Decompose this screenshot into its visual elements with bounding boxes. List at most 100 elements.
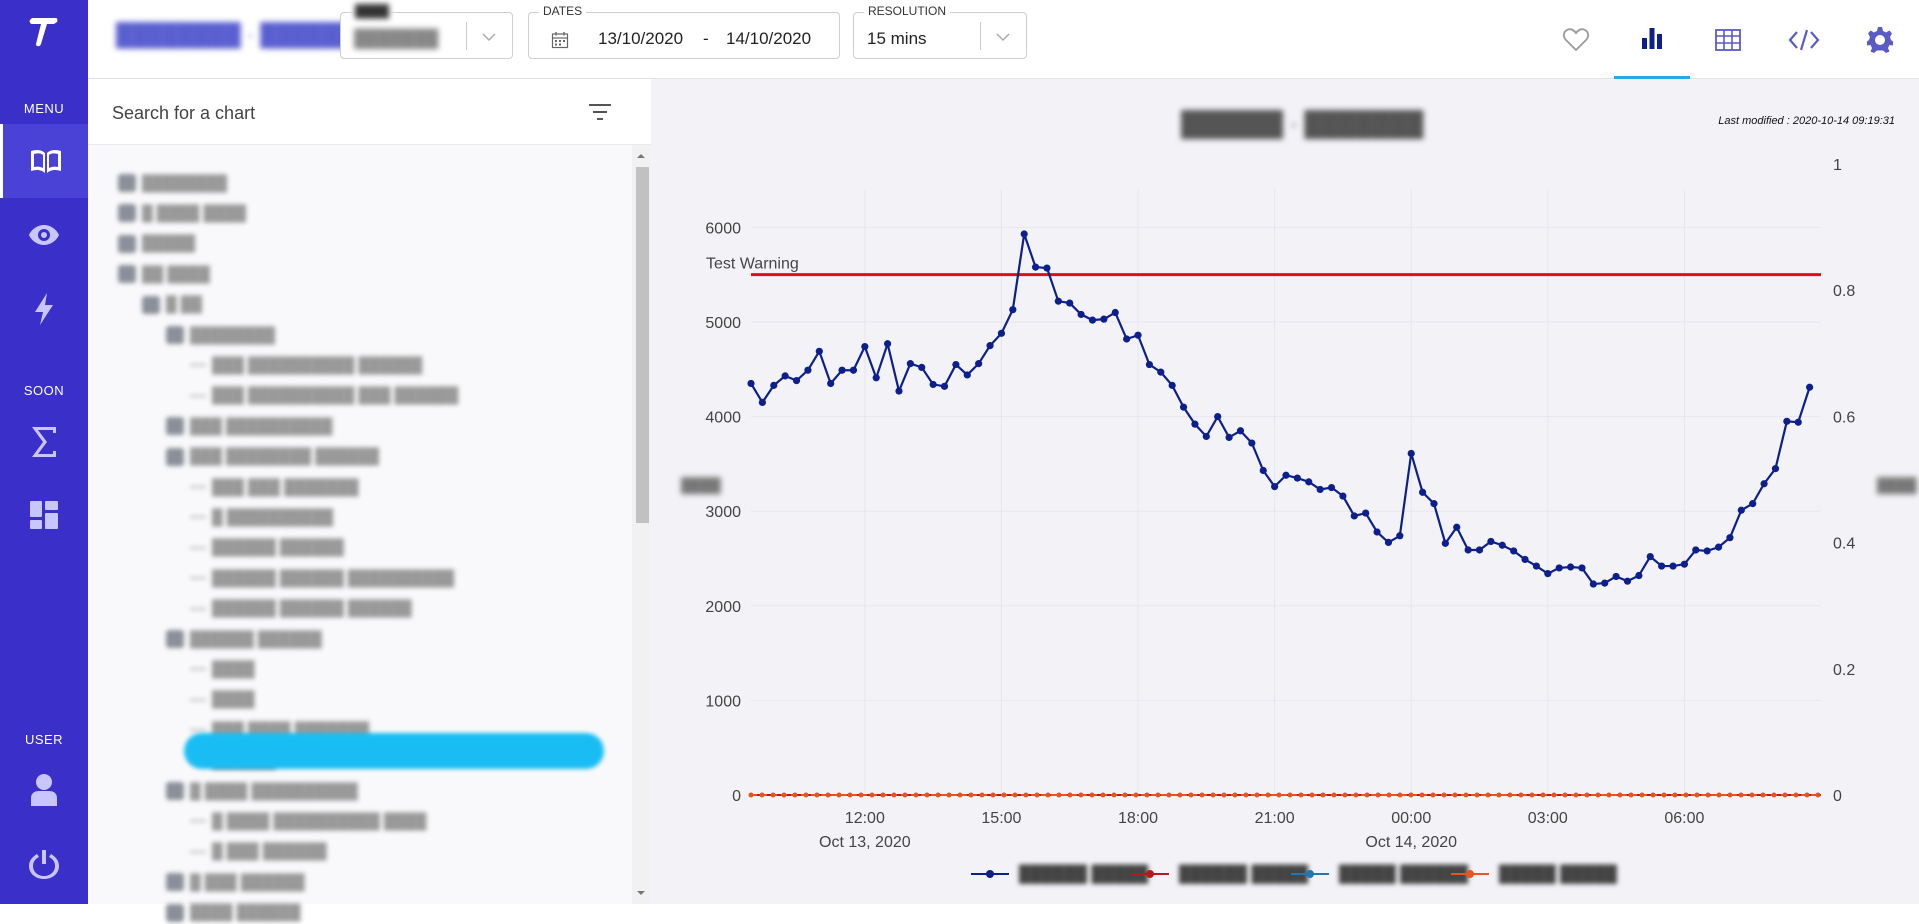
series-point[interactable] xyxy=(1418,488,1427,496)
favorite-button[interactable] xyxy=(1538,0,1614,79)
series-point[interactable] xyxy=(1362,509,1370,517)
series-point[interactable] xyxy=(1658,562,1666,570)
series-point[interactable] xyxy=(747,379,755,388)
rail-item-alerts[interactable] xyxy=(0,272,88,346)
tree-item[interactable]: █ ███ ██████ xyxy=(166,871,305,893)
series-point[interactable] xyxy=(861,342,869,351)
series-point[interactable] xyxy=(1396,532,1404,540)
series-point[interactable] xyxy=(1214,412,1222,421)
tree-item[interactable]: ███ ██████████ xyxy=(166,415,332,437)
source-select[interactable]: ████ ███████ xyxy=(340,4,513,59)
scroll-thumb[interactable] xyxy=(636,167,649,523)
chart-view-button[interactable] xyxy=(1614,0,1690,79)
tree-item[interactable]: █ ████ ██████████ ████ xyxy=(190,810,426,832)
tree-scrollbar[interactable] xyxy=(632,145,651,904)
series-point[interactable] xyxy=(804,366,812,374)
series-point[interactable] xyxy=(1806,383,1814,391)
series-point[interactable] xyxy=(1680,560,1689,568)
series-point[interactable] xyxy=(1248,439,1256,447)
series-point[interactable] xyxy=(1601,579,1609,587)
tree-item[interactable]: ███ ███ ███████ xyxy=(190,476,359,498)
series-point[interactable] xyxy=(815,347,823,355)
series-point[interactable] xyxy=(1088,316,1097,324)
series-point[interactable] xyxy=(1623,577,1632,585)
tree-item[interactable]: ████ xyxy=(190,658,255,680)
series-point[interactable] xyxy=(838,366,846,374)
series-point[interactable] xyxy=(872,374,880,382)
tree-item[interactable]: ██ ████ xyxy=(118,263,210,285)
series-point[interactable] xyxy=(1532,562,1541,570)
series-point[interactable] xyxy=(1020,230,1028,238)
tree-item[interactable]: ██████ ██████ xyxy=(166,628,322,650)
series-point[interactable] xyxy=(1236,427,1245,435)
series-point[interactable] xyxy=(1316,485,1324,494)
series-point[interactable] xyxy=(1384,538,1393,547)
series-point[interactable] xyxy=(1430,500,1438,508)
series-point[interactable] xyxy=(1066,299,1074,307)
series-point[interactable] xyxy=(918,363,926,371)
series-point[interactable] xyxy=(1555,564,1563,572)
series-point[interactable] xyxy=(1771,465,1780,473)
series-point[interactable] xyxy=(1009,306,1017,314)
selected-tree-item[interactable] xyxy=(184,733,604,769)
series-point[interactable] xyxy=(1646,553,1654,561)
line-chart[interactable]: 0 1000 2000 3000 4000 5000 6000 0 0.2 0.4 0.6 0.8 1 1… xyxy=(651,79,1919,904)
series-point[interactable] xyxy=(1145,360,1154,369)
series-point[interactable] xyxy=(1453,523,1461,531)
series-point[interactable] xyxy=(1794,418,1802,426)
series-point[interactable] xyxy=(986,342,994,350)
series-point[interactable] xyxy=(1123,335,1131,343)
series-point[interactable] xyxy=(1327,483,1336,492)
rail-item-logout[interactable] xyxy=(0,827,88,901)
chart-search-input[interactable] xyxy=(112,99,532,127)
series-point[interactable] xyxy=(1692,546,1700,554)
series-point[interactable] xyxy=(1031,263,1040,271)
series-point[interactable] xyxy=(1373,528,1381,536)
series-line[interactable] xyxy=(750,233,1811,586)
rail-item-monitor[interactable] xyxy=(0,198,88,272)
tree-item[interactable]: █ ██ xyxy=(142,294,202,316)
tree-item[interactable]: █ ███ ██████ xyxy=(190,841,327,863)
start-date[interactable]: 13/10/2020 xyxy=(598,29,684,48)
series-point[interactable] xyxy=(1077,310,1085,319)
tree-item[interactable]: ███ ██████████ ██████ xyxy=(190,354,422,376)
series-point[interactable] xyxy=(1783,417,1791,425)
series-point[interactable] xyxy=(997,329,1006,337)
series-point[interactable] xyxy=(1202,432,1210,441)
series-point[interactable] xyxy=(1510,547,1518,555)
settings-button[interactable] xyxy=(1842,0,1918,79)
series-point[interactable] xyxy=(1749,500,1757,508)
series-point[interactable] xyxy=(1134,331,1142,339)
series-point[interactable] xyxy=(1487,537,1495,546)
series-point[interactable] xyxy=(963,371,971,379)
series-point[interactable] xyxy=(1305,478,1313,486)
rail-item-dashboards[interactable] xyxy=(0,478,88,552)
series-point[interactable] xyxy=(1544,570,1552,578)
series-point[interactable] xyxy=(1339,492,1347,500)
end-date[interactable]: 14/10/2020 xyxy=(726,29,812,48)
tree-item[interactable]: ███ ██████████ ███ ██████ xyxy=(190,385,458,407)
code-view-button[interactable] xyxy=(1766,0,1842,79)
series-point[interactable] xyxy=(1157,368,1165,376)
series-point[interactable] xyxy=(1578,564,1586,572)
series-point[interactable] xyxy=(1054,297,1062,305)
series-point[interactable] xyxy=(975,360,983,368)
rail-item-charts[interactable] xyxy=(0,124,88,198)
resolution-select[interactable]: RESOLUTION 15 mins xyxy=(853,4,1027,59)
series-point[interactable] xyxy=(1760,480,1768,488)
tree-item[interactable]: █████ xyxy=(118,233,195,255)
series-point[interactable] xyxy=(1737,506,1745,514)
series-point[interactable] xyxy=(952,360,960,369)
tree-item[interactable]: ████████ xyxy=(166,324,275,346)
series-point[interactable] xyxy=(1612,572,1620,581)
tree-item[interactable]: ██████ ██████ ██████ xyxy=(190,598,412,620)
series-point[interactable] xyxy=(1464,546,1472,554)
series-point[interactable] xyxy=(1498,541,1506,549)
series-point[interactable] xyxy=(1714,543,1723,551)
series-point[interactable] xyxy=(792,377,801,385)
series-point[interactable] xyxy=(1521,555,1529,564)
series-point[interactable] xyxy=(1669,562,1677,570)
tree-item[interactable]: ████ xyxy=(190,689,255,711)
filter-icon[interactable] xyxy=(585,99,615,125)
series-point[interactable] xyxy=(1043,264,1051,272)
